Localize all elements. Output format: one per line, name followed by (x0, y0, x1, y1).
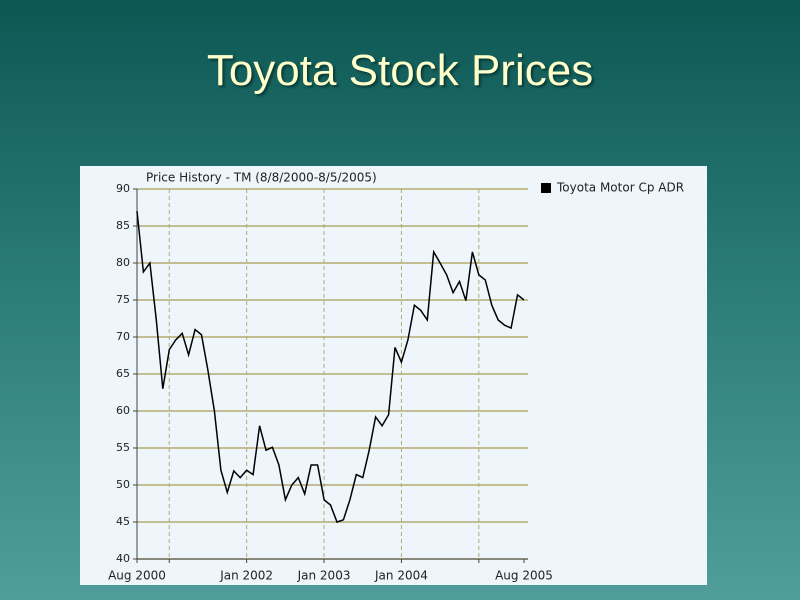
chart-background (80, 166, 707, 585)
price-line (136, 211, 525, 523)
x-tick-label: Jan 2002 (219, 569, 273, 583)
chart-title: Price History - TM (8/8/2000-8/5/2005) (146, 171, 377, 185)
y-tick-label: 65 (116, 367, 130, 380)
y-tick-label: 40 (116, 552, 130, 565)
y-tick-label: 75 (116, 293, 130, 306)
legend-label: Toyota Motor Cp ADR (556, 181, 684, 195)
y-tick-label: 80 (116, 256, 130, 269)
y-tick-label: 50 (116, 478, 130, 491)
y-tick-label: 55 (116, 441, 130, 454)
y-tick-label: 70 (116, 330, 130, 343)
x-tick-label: Aug 2005 (495, 569, 553, 583)
x-tick-label: Jan 2003 (297, 569, 351, 583)
x-tick-label: Jan 2004 (374, 569, 428, 583)
legend-swatch (541, 183, 551, 193)
y-tick-label: 60 (116, 404, 130, 417)
slide-title: Toyota Stock Prices (206, 46, 594, 95)
y-tick-label: 85 (116, 219, 130, 232)
y-tick-label: 90 (116, 182, 130, 195)
y-tick-label: 45 (116, 515, 130, 528)
x-tick-label: Aug 2000 (108, 569, 166, 583)
